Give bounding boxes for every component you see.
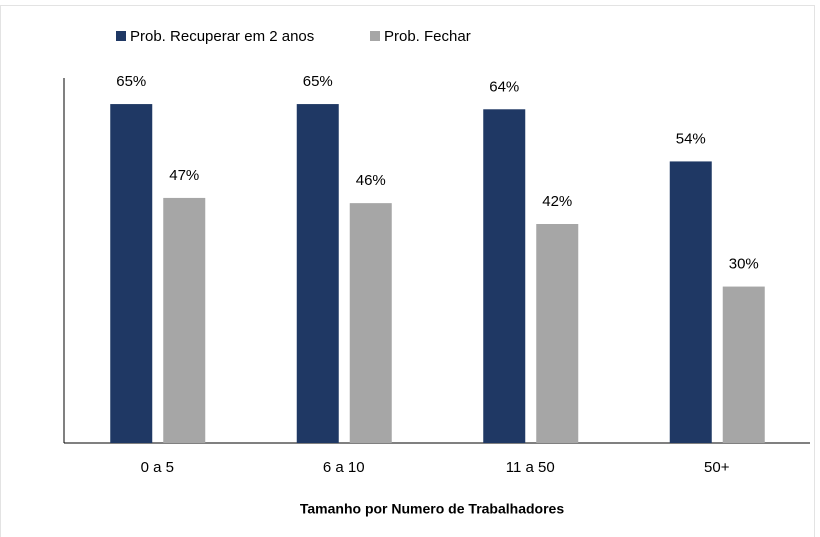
bar [536, 224, 579, 443]
value-label: 47% [169, 167, 199, 184]
value-label: 30% [729, 256, 759, 273]
legend-swatch [116, 31, 126, 41]
bar [349, 203, 392, 443]
bar [296, 104, 339, 444]
legend-label: Prob. Recuperar em 2 anos [130, 28, 314, 45]
value-label: 65% [116, 73, 146, 90]
value-label: 54% [676, 130, 706, 147]
value-label: 64% [489, 78, 519, 95]
legend-swatch [370, 31, 380, 41]
bar [110, 104, 153, 444]
value-label: 42% [542, 193, 572, 210]
value-label: 46% [356, 172, 386, 189]
bar [483, 109, 526, 444]
value-label: 65% [303, 73, 333, 90]
x-tick-label: 50+ [704, 459, 730, 476]
bar [722, 286, 765, 443]
bar [163, 197, 206, 443]
frame [0, 5, 815, 537]
x-tick-label: 11 a 50 [506, 459, 555, 476]
x-tick-label: 6 a 10 [323, 459, 365, 476]
bar [669, 161, 712, 443]
x-axis-label: Tamanho por Numero de Trabalhadores [300, 501, 564, 517]
legend-label: Prob. Fechar [384, 28, 471, 45]
x-tick-label: 0 a 5 [141, 459, 174, 476]
